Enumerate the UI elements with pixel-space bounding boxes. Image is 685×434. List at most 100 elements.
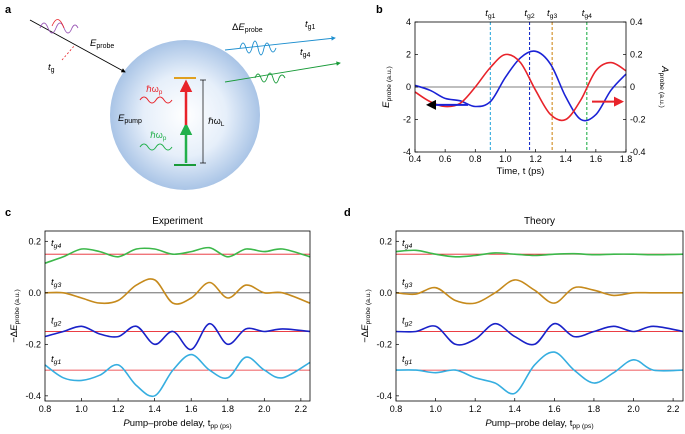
x-tick-label: 2.0 [258, 404, 271, 414]
panel-d-title: Theory [524, 216, 555, 227]
y-axis-label-right: Aprobe (a.u.) [658, 65, 670, 108]
x-tick-label: 1.0 [429, 404, 442, 414]
x-tick-label: 1.8 [588, 404, 601, 414]
y-axis-label: −ΔEprobe (a.u.) [360, 289, 372, 343]
panel-c-chart: c Experiment tg4 tg3 tg2 tg1 0.8 1.0 1.2 1.4 1.6 1… [5, 207, 311, 430]
y-tick-label-left: 0 [406, 82, 411, 92]
y-tick-label: 0.2 [28, 236, 41, 246]
x-tick-label: 1.4 [559, 154, 572, 164]
x-tick-label: 0.8 [390, 404, 403, 414]
pump-wave-green [139, 143, 173, 151]
y-tick-label-right: -0.2 [630, 115, 646, 125]
x-tick-label: 1.4 [509, 404, 522, 414]
series-line-t-g1 [44, 353, 311, 398]
y-tick-label: -0.2 [376, 339, 392, 349]
y-tick-label-left: -2 [403, 115, 411, 125]
pump-wave-red [139, 96, 173, 104]
series-line-t-g1 [395, 351, 684, 395]
x-axis-label: Time, t (ps) [497, 166, 545, 177]
label-omega-p-red: ℏωp [146, 84, 163, 96]
emitted-beam-4 [224, 61, 341, 83]
x-tick-label: 1.2 [529, 154, 542, 164]
emitted-wave-4 [254, 72, 286, 84]
series-label-t-g4: tg4 [51, 238, 61, 250]
x-tick-label: 0.8 [469, 154, 482, 164]
panel-label-b: b [376, 4, 383, 16]
y-tick-label: 0.2 [379, 236, 392, 246]
probe-envelope [51, 19, 65, 29]
y-tick-label-right: 0 [630, 82, 635, 92]
x-tick-label: 1.0 [75, 404, 88, 414]
label-tg: tg [48, 62, 55, 74]
series-line-t-g4 [44, 246, 311, 264]
plot-frame [44, 230, 311, 402]
x-tick-label: 2.2 [667, 404, 680, 414]
x-tick-label: 1.6 [548, 404, 561, 414]
x-tick-label: 0.4 [409, 154, 422, 164]
panel-d-chart: d Theory tg4 tg3 tg2 tg1 0.8 1.0 1.2 1.4 1.6 1.8 2.… [344, 207, 684, 430]
x-tick-label: 1.2 [112, 404, 125, 414]
series-line-t-g2 [395, 322, 684, 346]
series-label-t-g3: tg3 [402, 277, 412, 289]
panel-label-c: c [5, 207, 11, 219]
label-delta-e-probe: ΔEprobe [232, 22, 263, 34]
label-omega-l: ℏωL [208, 116, 225, 128]
series-label-t-g2: tg2 [51, 315, 61, 327]
y-tick-label-right: 0.4 [630, 17, 643, 27]
label-e-probe: Eprobe [90, 38, 114, 50]
label-e-pump: Epump [118, 113, 142, 125]
panel-c-title: Experiment [152, 216, 203, 227]
y-tick-label: -0.4 [376, 391, 392, 401]
x-axis-label: Pump–probe delay, tpp (ps) [485, 418, 593, 430]
series-label-t-g4: tg4 [402, 238, 412, 250]
tg-marker-line [61, 44, 76, 61]
vline-label-4: tg4 [582, 8, 592, 20]
x-tick-label: 1.6 [590, 154, 603, 164]
x-tick-label: 1.8 [222, 404, 235, 414]
label-tg4: tg4 [300, 47, 311, 59]
series-label-t-g1: tg1 [402, 354, 412, 366]
x-tick-label: 1.6 [185, 404, 198, 414]
panel-label-a: a [5, 4, 12, 16]
x-tick-label: 1.4 [148, 404, 161, 414]
panel-b-chart: b tg1 tg2 tg3 tg4 0.4 0.6 0.8 1.0 1.2 1.4 1.6 1.8 4 2… [376, 4, 670, 177]
emitted-wave-1 [239, 40, 277, 56]
series-label-t-g3: tg3 [51, 277, 61, 289]
label-omega-p-green: ℏωp [150, 130, 167, 142]
series-label-t-g2: tg2 [402, 315, 412, 327]
y-tick-label: -0.2 [25, 339, 41, 349]
x-tick-label: 0.8 [39, 404, 52, 414]
label-tg1: tg1 [305, 19, 316, 31]
series-line-t-g4 [395, 249, 684, 258]
y-axis-label: −ΔEprobe (a.u.) [9, 289, 21, 343]
y-axis-label-left: Eprobe (a.u.) [381, 66, 393, 108]
vline-label-3: tg3 [547, 8, 557, 20]
y-tick-label: -0.4 [25, 391, 41, 401]
y-tick-label-right: 0.2 [630, 50, 643, 60]
y-tick-label-left: -4 [403, 147, 411, 157]
series-label-t-g1: tg1 [51, 354, 61, 366]
plot-frame [395, 230, 684, 402]
series-line-t-g3 [395, 279, 683, 305]
y-tick-label: 0.0 [379, 288, 392, 298]
probe-beam-arrow [29, 19, 126, 73]
y-tick-label: 0.0 [28, 288, 41, 298]
x-tick-label: 1.8 [620, 154, 633, 164]
series-line-t-g2 [44, 322, 311, 351]
x-tick-label: 1.2 [469, 404, 482, 414]
x-axis-label: Pump–probe delay, tpp (ps) [123, 418, 231, 430]
series-line-e-probe [414, 50, 627, 122]
y-tick-label-left: 2 [406, 50, 411, 60]
x-tick-label: 1.0 [499, 154, 512, 164]
x-tick-label: 0.6 [439, 154, 452, 164]
probe-waveform [39, 22, 79, 34]
panel-a-diagram: a Eprobe tg ΔEprobe tg1 tg4 ℏωp ℏωp Epum… [5, 4, 341, 190]
vline-label-1: tg1 [485, 8, 495, 20]
x-tick-label: 2.2 [295, 404, 308, 414]
series-line-t-g3 [44, 278, 311, 305]
emitted-beam-1 [224, 36, 336, 51]
y-tick-label-right: -0.4 [630, 147, 646, 157]
x-tick-label: 2.0 [627, 404, 640, 414]
vline-label-2: tg2 [524, 8, 534, 20]
